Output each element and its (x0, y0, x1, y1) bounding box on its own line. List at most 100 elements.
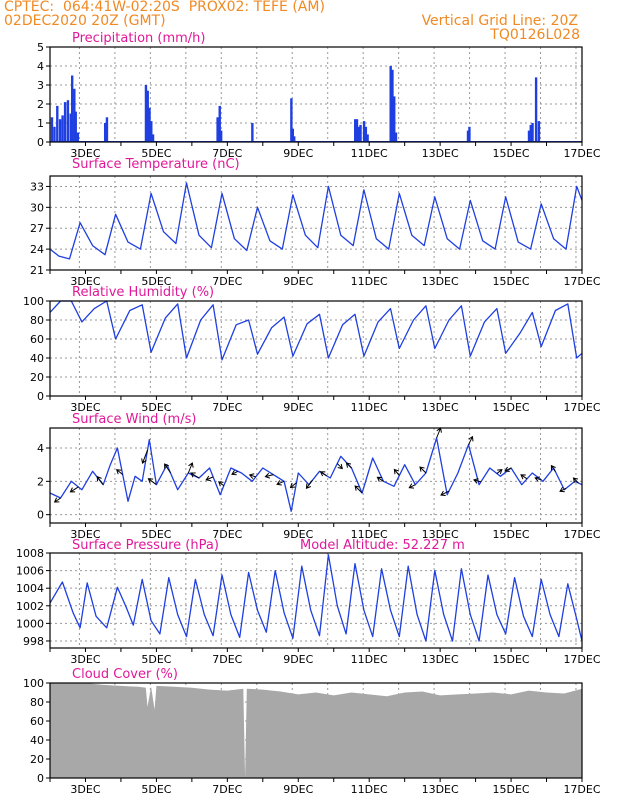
wind-vector-arrow (96, 475, 104, 485)
cloud-xtick-label: 7DEC (212, 783, 242, 796)
cloud-ytick-label: 80 (30, 696, 44, 709)
temp-xtick-label: 3DEC (70, 275, 100, 288)
precip-xtick-label: 17DEC (563, 147, 600, 160)
precip-bar (70, 75, 74, 142)
precip-bar (394, 132, 398, 142)
cloud-xtick-label: 3DEC (70, 783, 100, 796)
humidity-ytick-label: 0 (37, 390, 44, 403)
temp-frame (49, 175, 583, 271)
wind-xtick-label: 15DEC (493, 528, 530, 541)
precip-bar (362, 121, 366, 142)
wind-vector-arrow (248, 473, 256, 479)
wind-xtick-label: 5DEC (141, 528, 171, 541)
precip-bar (291, 128, 294, 142)
wind-vector-arrow (468, 435, 474, 445)
wind-title: Surface Wind (m/s) (72, 412, 196, 427)
pressure-line (49, 554, 583, 642)
wind-vector-arrow (187, 462, 194, 474)
precip-xtick-label: 11DEC (351, 147, 388, 160)
humidity-xtick-label: 7DEC (212, 401, 242, 414)
wind-vector-arrow (53, 497, 61, 503)
precip-bar (50, 117, 54, 142)
humidity-line (49, 300, 583, 361)
precip-bar (534, 77, 538, 142)
precip-bar (537, 121, 541, 142)
precip-bar (74, 111, 77, 142)
pressure-ytick-label: 1000 (16, 617, 44, 630)
precip-bar (218, 105, 221, 142)
pressure-xtick-label: 7DEC (212, 653, 242, 666)
precip-ytick-label: 1 (37, 117, 44, 130)
cloud-xtick-label: 9DEC (283, 783, 313, 796)
pressure-ytick-label: 1008 (16, 547, 44, 560)
temp-xtick-label: 17DEC (563, 275, 600, 288)
wind-vector-arrow (164, 463, 172, 474)
humidity-xtick-label: 9DEC (283, 401, 313, 414)
wind-xtick-label: 11DEC (351, 528, 388, 541)
cloud-xtick-label: 17DEC (563, 783, 600, 796)
wind-vector-arrow (550, 464, 556, 472)
wind-ytick-label: 2 (37, 475, 44, 488)
precip-bar (355, 119, 359, 142)
humidity-xtick-label: 11DEC (351, 401, 388, 414)
precip-ytick-label: 4 (37, 60, 44, 73)
precip-bar (150, 121, 153, 142)
precip-bar (58, 119, 62, 142)
precip-bar (219, 130, 223, 142)
wind-vector-arrow (147, 478, 157, 486)
humidity-ytick-label: 20 (30, 371, 44, 384)
precip-xtick-label: 5DEC (141, 147, 171, 160)
cloud-xtick-label: 15DEC (493, 783, 530, 796)
wind-ytick-label: 0 (37, 509, 44, 522)
precip-bar (66, 100, 70, 142)
pressure-xtick-label: 13DEC (422, 653, 459, 666)
wind-vector-arrow (572, 477, 579, 484)
wind-line (49, 437, 583, 512)
wind-vector-arrow (376, 476, 384, 482)
wind-vector-arrow (205, 475, 214, 482)
pressure-xtick-label: 11DEC (351, 653, 388, 666)
precip-bar (468, 126, 471, 142)
humidity-xtick-label: 15DEC (493, 401, 530, 414)
pressure-xtick-label: 3DEC (70, 653, 100, 666)
header-model-code: TQ0126L028 (490, 27, 580, 43)
wind-vector-arrow (115, 469, 124, 476)
pressure-ytick-label: 1004 (16, 582, 44, 595)
precip-xtick-label: 9DEC (283, 147, 313, 160)
cloud-ytick-label: 60 (30, 715, 44, 728)
precip-xtick-label: 15DEC (493, 147, 530, 160)
precip-bar (293, 136, 296, 142)
precip-frame (49, 46, 583, 143)
precip-bar (216, 117, 219, 142)
precip-ytick-label: 3 (37, 79, 44, 92)
pressure-ytick-label: 1006 (16, 565, 44, 578)
cloud-title: Cloud Cover (%) (72, 667, 178, 682)
precip-bar (531, 123, 534, 142)
temp-xtick-label: 5DEC (141, 275, 171, 288)
temp-title: Surface Temperature (nC) (72, 157, 240, 172)
precip-bar (290, 98, 293, 142)
model-altitude-label: Model Altitude: 52.227 m (300, 538, 465, 553)
pressure-xtick-label: 5DEC (141, 653, 171, 666)
cloud-ytick-label: 20 (30, 753, 44, 766)
wind-vector-arrow (504, 466, 512, 472)
wind-xtick-label: 17DEC (563, 528, 600, 541)
wind-vector-arrow (393, 468, 400, 476)
precip-xtick-label: 3DEC (70, 147, 100, 160)
precip-bar (69, 113, 72, 142)
humidity-xtick-label: 13DEC (422, 401, 459, 414)
cloud-ytick-label: 100 (23, 677, 44, 690)
cloud-ytick-label: 40 (30, 734, 44, 747)
cloud-xtick-label: 11DEC (351, 783, 388, 796)
temp-xtick-label: 9DEC (283, 275, 313, 288)
precip-bar (151, 134, 155, 142)
temp-ytick-label: 27 (30, 222, 44, 235)
wind-vector-arrow (408, 483, 416, 489)
wind-vector-arrow (496, 468, 503, 475)
wind-xtick-label: 3DEC (70, 528, 100, 541)
precip-bar (389, 66, 392, 142)
precip-xtick-label: 7DEC (212, 147, 242, 160)
wind-vector-arrow (345, 462, 352, 469)
humidity-title: Relative Humidity (%) (72, 285, 214, 300)
precip-xtick-label: 13DEC (422, 147, 459, 160)
